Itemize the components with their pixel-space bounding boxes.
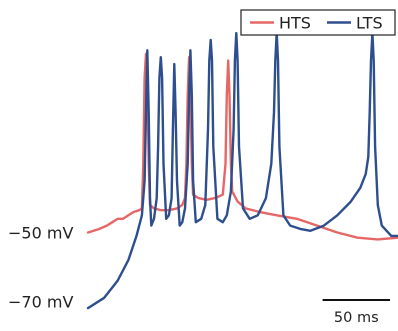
traces bbox=[86, 31, 398, 310]
legend-label-hts: HTS bbox=[279, 14, 311, 33]
scale-bar-label: 50 ms bbox=[334, 310, 379, 326]
legend-label-lts: LTS bbox=[356, 14, 383, 33]
y-tick-label-minus-50: −50 mV bbox=[8, 224, 73, 243]
time-scale-bar: 50 ms bbox=[322, 299, 390, 326]
series-line-hts bbox=[86, 52, 398, 241]
y-tick-label-minus-70: −70 mV bbox=[8, 292, 73, 311]
series-line-lts bbox=[86, 31, 398, 310]
legend: HTS LTS bbox=[240, 9, 396, 36]
